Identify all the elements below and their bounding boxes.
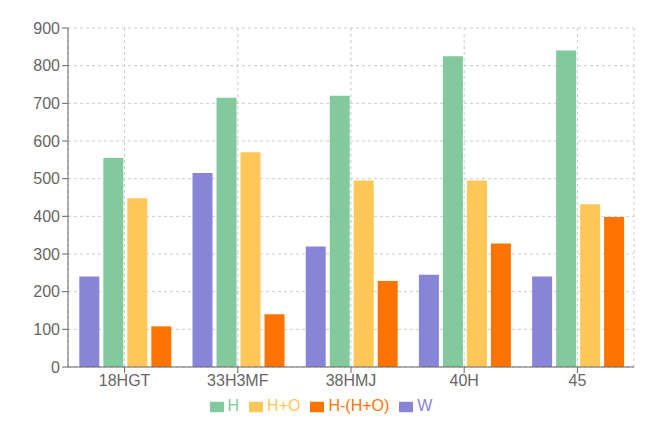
svg-text:100: 100 xyxy=(33,321,60,338)
svg-text:200: 200 xyxy=(33,283,60,300)
html-text:H+O: H+O xyxy=(267,397,301,414)
svg-text:45: 45 xyxy=(569,372,587,389)
svg-text:0: 0 xyxy=(51,359,60,376)
html-text:H-(H+O): H-(H+O) xyxy=(328,397,390,414)
svg-text:600: 600 xyxy=(33,133,60,150)
svg-text:800: 800 xyxy=(33,57,60,74)
svg-text:700: 700 xyxy=(33,95,60,112)
html-text:H: H xyxy=(227,397,240,414)
svg-text:500: 500 xyxy=(33,170,60,187)
svg-text:33H3MF: 33H3MF xyxy=(207,372,269,389)
svg-text:38HMJ: 38HMJ xyxy=(326,372,377,389)
svg-text:400: 400 xyxy=(33,208,60,225)
svg-text:40H: 40H xyxy=(450,372,479,389)
svg-text:900: 900 xyxy=(33,20,60,37)
svg-text:300: 300 xyxy=(33,246,60,263)
svg-text:18HGT: 18HGT xyxy=(99,372,151,389)
html-text:W: W xyxy=(417,397,433,414)
